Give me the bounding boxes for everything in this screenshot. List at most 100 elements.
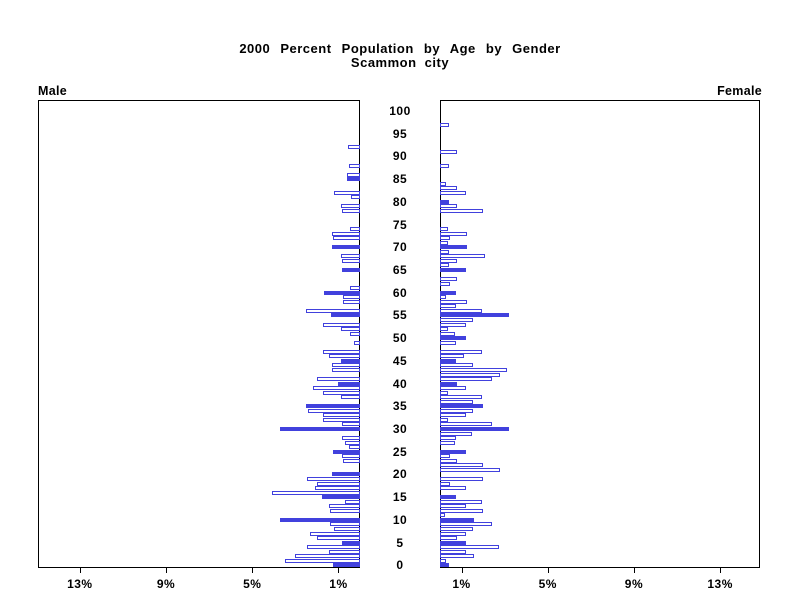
age-tick-label-0: 0: [396, 558, 404, 573]
male-bar-age-9: [329, 522, 360, 527]
male-bar-age-33: [323, 413, 360, 418]
left-tick-5%: [252, 568, 254, 573]
male-bar-age-16: [271, 490, 360, 495]
male-bar-age-20: [331, 472, 360, 477]
female-bar-age-8: [440, 526, 474, 531]
male-bar-age-74: [350, 227, 360, 232]
male-bar-age-27: [344, 440, 360, 445]
male-bar-age-18: [316, 481, 360, 486]
female-bar-age-67: [440, 258, 458, 263]
male-bar-age-14: [344, 499, 360, 504]
female-bar-age-56: [440, 308, 483, 313]
male-bar-age-85: [347, 177, 360, 182]
age-tick-label-40: 40: [392, 376, 408, 391]
chart-title: 2000 Percent Population by Age by Gender: [239, 41, 561, 56]
male-bar-age-39: [312, 386, 360, 391]
female-bar-age-84: [440, 181, 447, 186]
age-tick-label-75: 75: [392, 217, 408, 232]
female-bar-age-10: [440, 517, 475, 522]
left-tick-label-5%: 5%: [243, 577, 262, 591]
right-tick-5%: [547, 568, 549, 573]
left-tick-9%: [166, 568, 168, 573]
right-tick-13%: [720, 568, 722, 573]
female-bar-age-28: [440, 436, 457, 441]
male-bar-age-25: [333, 449, 360, 454]
male-bar-age-86: [347, 172, 360, 177]
age-tick-label-20: 20: [392, 467, 408, 482]
age-tick-label-80: 80: [392, 194, 408, 209]
female-bar-age-2: [440, 554, 475, 559]
female-bar-age-72: [440, 236, 450, 241]
female-bar-age-1: [440, 558, 447, 563]
female-bar-age-62: [440, 281, 450, 286]
female-bar-age-50: [440, 336, 466, 341]
female-bar-age-54: [440, 317, 474, 322]
left-tick-1%: [338, 568, 340, 573]
male-bar-age-78: [341, 208, 360, 213]
male-bar-age-24: [341, 454, 360, 459]
male-bar-age-59: [342, 295, 360, 300]
male-bar-age-19: [307, 476, 360, 481]
male-bar-age-92: [348, 145, 360, 150]
male-bar-age-15: [322, 495, 360, 500]
female-panel-label: Female: [717, 84, 762, 98]
male-bar-age-61: [350, 286, 360, 291]
female-bar-age-6: [440, 536, 458, 541]
age-tick-label-15: 15: [392, 490, 408, 505]
female-bar-age-70: [440, 245, 467, 250]
female-bar-age-27: [440, 440, 456, 445]
female-bar-age-32: [440, 417, 448, 422]
age-tick-label-45: 45: [392, 353, 408, 368]
male-bar-age-26: [349, 445, 360, 450]
male-bar-age-51: [350, 331, 360, 336]
male-bar-age-17: [314, 486, 360, 491]
right-tick-1%: [461, 568, 463, 573]
female-bar-age-71: [440, 240, 448, 245]
female-bar-age-52: [440, 327, 448, 332]
male-bar-age-28: [341, 436, 360, 441]
right-tick-label-1%: 1%: [452, 577, 471, 591]
right-tick-label-9%: 9%: [624, 577, 644, 591]
female-bar-age-22: [440, 463, 484, 468]
female-bar-age-40: [440, 381, 458, 386]
female-bar-age-53: [440, 322, 466, 327]
female-bar-age-91: [440, 149, 458, 154]
male-bar-age-38: [323, 390, 360, 395]
female-bar-age-49: [440, 340, 457, 345]
female-bar-age-7: [440, 531, 466, 536]
female-bar-age-69: [440, 249, 449, 254]
male-bar-age-47: [323, 349, 360, 354]
female-bar-age-31: [440, 422, 492, 427]
male-panel: [38, 100, 360, 568]
female-bar-age-21: [440, 467, 501, 472]
female-bar-age-19: [440, 476, 484, 481]
female-bar-age-25: [440, 449, 466, 454]
female-bar-age-78: [440, 208, 484, 213]
female-bar-age-11: [440, 513, 446, 518]
male-bar-age-73: [331, 231, 360, 236]
male-bar-age-10: [280, 517, 360, 522]
male-bar-age-40: [338, 381, 360, 386]
male-bar-age-32: [323, 417, 360, 422]
female-bar-age-4: [440, 545, 500, 550]
female-bar-age-83: [440, 186, 458, 191]
male-bar-age-67: [341, 258, 360, 263]
male-bar-age-79: [340, 204, 360, 209]
male-bar-age-31: [341, 422, 360, 427]
left-tick-label-9%: 9%: [156, 577, 176, 591]
male-bar-age-6: [316, 536, 360, 541]
age-tick-label-100: 100: [389, 104, 411, 119]
female-bar-age-68: [440, 254, 486, 259]
female-bar-age-36: [440, 399, 474, 404]
female-bar-age-3: [440, 549, 466, 554]
female-bar-age-82: [440, 190, 466, 195]
left-tick-label-1%: 1%: [329, 577, 348, 591]
male-bar-age-72: [333, 236, 360, 241]
female-bar-age-15: [440, 495, 457, 500]
female-bar-age-73: [440, 231, 467, 236]
female-bar-age-37: [440, 395, 483, 400]
male-bar-age-7: [310, 531, 360, 536]
male-bar-age-1: [284, 558, 360, 563]
male-bar-age-23: [342, 458, 360, 463]
